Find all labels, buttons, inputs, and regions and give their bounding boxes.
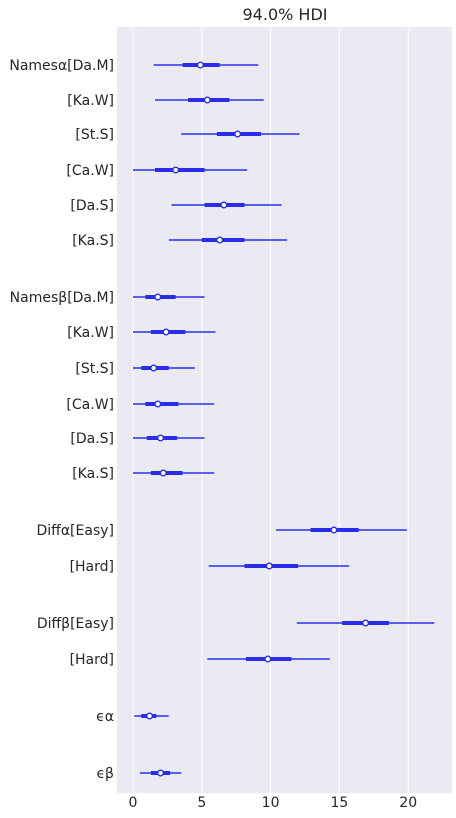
point-estimate bbox=[203, 96, 211, 104]
row-label: [Da.S] bbox=[70, 431, 114, 447]
row-label: [Hard] bbox=[70, 559, 114, 575]
row-label: [Ca.W] bbox=[66, 397, 114, 413]
point-estimate bbox=[154, 400, 162, 408]
point-estimate bbox=[159, 469, 167, 477]
row-label: [Ka.S] bbox=[72, 466, 114, 482]
row-labels: Namesα[Da.M] [Ka.W] [St.S] [Ca.W] [Da.S] [Ka.… bbox=[9, 58, 114, 782]
x-tick-label: 10 bbox=[262, 795, 280, 811]
x-tick-label: 20 bbox=[399, 795, 417, 811]
row-label: [St.S] bbox=[75, 361, 114, 377]
point-estimate bbox=[146, 712, 153, 720]
row-label: [Ka.W] bbox=[67, 325, 114, 341]
point-estimate bbox=[162, 328, 170, 336]
chart-title: 94.0% HDI bbox=[243, 5, 328, 24]
forest-marks bbox=[133, 61, 435, 777]
point-estimate bbox=[157, 434, 164, 442]
row-label: [Ka.W] bbox=[67, 93, 114, 109]
point-estimate bbox=[196, 61, 204, 69]
row-label: [St.S] bbox=[75, 127, 114, 143]
row-label: [Ka.S] bbox=[72, 233, 114, 249]
x-tick-label: 5 bbox=[197, 795, 206, 811]
plot-area bbox=[117, 27, 452, 793]
row-label: Namesα[Da.M] bbox=[9, 58, 114, 74]
x-tick-label: 15 bbox=[330, 795, 348, 811]
row-label: [Da.S] bbox=[70, 198, 114, 214]
x-axis-ticks: 0 5 10 15 20 bbox=[129, 795, 418, 811]
point-estimate bbox=[157, 769, 164, 777]
grid-lines bbox=[132, 27, 409, 793]
row-label: Namesβ[Da.M] bbox=[10, 290, 114, 306]
point-estimate bbox=[234, 130, 242, 138]
x-tick-label: 0 bbox=[129, 795, 138, 811]
point-estimate bbox=[362, 619, 369, 627]
point-estimate bbox=[220, 201, 228, 209]
row-label: ϵα bbox=[96, 709, 114, 725]
point-estimate bbox=[154, 293, 162, 301]
row-label: ϵβ bbox=[96, 766, 114, 782]
point-estimate bbox=[330, 526, 338, 534]
point-estimate bbox=[172, 166, 180, 174]
row-label: [Ca.W] bbox=[66, 163, 114, 179]
point-estimate bbox=[264, 655, 272, 663]
row-label: Diffβ[Easy] bbox=[37, 616, 114, 632]
row-label: [Hard] bbox=[70, 652, 114, 668]
row-label: Diffα[Easy] bbox=[37, 523, 114, 539]
point-estimate bbox=[150, 364, 158, 372]
point-estimate bbox=[265, 562, 273, 570]
point-estimate bbox=[216, 236, 224, 244]
